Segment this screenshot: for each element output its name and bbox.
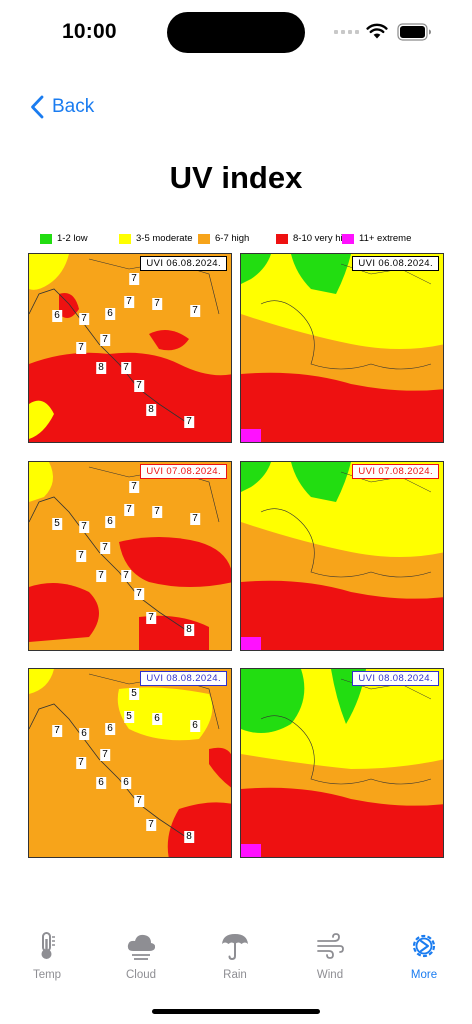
tab-label: Rain xyxy=(223,969,247,981)
uv-value-label: 7 xyxy=(146,819,156,831)
tab-temp[interactable]: Temp xyxy=(12,930,82,990)
uv-value-label: 5 xyxy=(52,518,62,530)
page-title: UV index xyxy=(169,160,303,195)
uv-value-label: 7 xyxy=(129,481,139,493)
map-image xyxy=(241,462,443,650)
uv-value-label: 6 xyxy=(105,308,115,320)
uv-value-label: 6 xyxy=(79,728,89,740)
uv-value-label: 7 xyxy=(190,305,200,317)
tab-wind[interactable]: Wind xyxy=(295,930,365,990)
chevron-left-icon xyxy=(31,95,44,119)
legend-swatch xyxy=(119,233,131,244)
legend-swatch xyxy=(198,233,210,244)
date-badge: UVI 08.08.2024. xyxy=(352,671,439,686)
uv-value-label: 7 xyxy=(152,298,162,310)
map-image xyxy=(29,669,231,857)
uv-value-label: 6 xyxy=(152,713,162,725)
date-badge: UVI 06.08.2024. xyxy=(352,256,439,271)
uv-value-label: 7 xyxy=(76,757,86,769)
wind-icon xyxy=(317,933,344,959)
legend-item-low: 1-2 low xyxy=(40,233,88,244)
map-image xyxy=(241,669,443,857)
uv-legend: 1-2 low 3-5 moderate 6-7 high 8-10 very … xyxy=(40,233,450,247)
legend-swatch xyxy=(276,233,288,244)
cellular-signal-icon xyxy=(334,30,359,34)
europe-uv-map: UVI 07.08.2024. xyxy=(240,461,444,651)
uv-value-label: 7 xyxy=(121,570,131,582)
croatia-uv-map: UVI 07.08.2024. 7 7 7 7 5 7 6 7 7 7 7 7 … xyxy=(28,461,232,651)
uv-value-label: 7 xyxy=(52,725,62,737)
uv-value-label: 6 xyxy=(190,720,200,732)
uv-value-label: 7 xyxy=(100,334,110,346)
status-time: 10:00 xyxy=(62,20,117,43)
tab-label: Temp xyxy=(32,969,62,981)
uv-value-label: 6 xyxy=(105,516,115,528)
date-badge: UVI 08.08.2024. xyxy=(140,671,227,686)
legend-swatch xyxy=(40,233,52,244)
croatia-uv-map: UVI 08.08.2024. 5 5 6 6 7 6 6 7 7 6 6 7 … xyxy=(28,668,232,858)
status-bar: 10:00 xyxy=(0,0,472,64)
uv-value-label: 7 xyxy=(129,273,139,285)
europe-uv-map: UVI 06.08.2024. xyxy=(240,253,444,443)
uv-value-label: 8 xyxy=(96,362,106,374)
uv-value-label: 7 xyxy=(121,362,131,374)
legend-item-moderate: 3-5 moderate xyxy=(119,233,193,244)
tab-cloud[interactable]: Cloud xyxy=(106,930,176,990)
battery-icon xyxy=(397,23,431,41)
uv-value-label: 8 xyxy=(146,404,156,416)
uv-value-label: 7 xyxy=(134,588,144,600)
date-badge: UVI 07.08.2024. xyxy=(140,464,227,479)
map-image xyxy=(29,254,231,442)
uv-value-label: 7 xyxy=(190,513,200,525)
dynamic-island xyxy=(167,12,305,53)
map-image xyxy=(29,462,231,650)
umbrella-icon xyxy=(222,934,248,961)
cloud-icon xyxy=(127,934,155,960)
tab-bar: Temp Cloud Rain Wind xyxy=(0,930,472,990)
europe-uv-map: UVI 08.08.2024. xyxy=(240,668,444,858)
uv-value-label: 7 xyxy=(124,504,134,516)
tab-rain[interactable]: Rain xyxy=(200,930,270,990)
uv-value-label: 7 xyxy=(100,749,110,761)
tab-label: Cloud xyxy=(125,969,157,981)
uv-value-label: 8 xyxy=(184,624,194,636)
back-button[interactable]: Back xyxy=(30,92,94,122)
back-label: Back xyxy=(52,96,95,117)
tab-label: More xyxy=(410,969,438,981)
uv-value-label: 7 xyxy=(134,380,144,392)
date-badge: UVI 07.08.2024. xyxy=(352,464,439,479)
uv-value-label: 7 xyxy=(79,313,89,325)
uv-value-label: 6 xyxy=(52,310,62,322)
uv-value-label: 6 xyxy=(105,723,115,735)
uv-value-label: 7 xyxy=(76,550,86,562)
uv-value-label: 5 xyxy=(124,711,134,723)
home-indicator xyxy=(152,1009,320,1014)
uv-value-label: 8 xyxy=(184,831,194,843)
uv-value-label: 6 xyxy=(121,777,131,789)
legend-swatch xyxy=(342,233,354,244)
uv-value-label: 7 xyxy=(146,612,156,624)
thermometer-icon xyxy=(41,932,55,959)
gear-icon xyxy=(412,934,436,958)
uv-value-label: 7 xyxy=(96,570,106,582)
uv-value-label: 7 xyxy=(184,416,194,428)
uv-value-label: 7 xyxy=(76,342,86,354)
legend-item-very-high: 8-10 very high xyxy=(276,233,353,244)
tab-more[interactable]: More xyxy=(389,930,459,990)
croatia-uv-map: UVI 06.08.2024. 7 7 6 7 7 7 6 7 7 8 7 7 … xyxy=(28,253,232,443)
wifi-icon xyxy=(366,23,388,39)
uv-value-label: 5 xyxy=(129,688,139,700)
date-badge: UVI 06.08.2024. xyxy=(140,256,227,271)
uv-value-label: 7 xyxy=(134,795,144,807)
uv-value-label: 7 xyxy=(79,521,89,533)
map-image xyxy=(241,254,443,442)
uv-value-label: 7 xyxy=(124,296,134,308)
uv-value-label: 6 xyxy=(96,777,106,789)
tab-label: Wind xyxy=(316,969,344,981)
uv-value-label: 7 xyxy=(100,542,110,554)
legend-item-extreme: 11+ extreme xyxy=(342,233,411,244)
uv-value-label: 7 xyxy=(152,506,162,518)
legend-item-high: 6-7 high xyxy=(198,233,249,244)
